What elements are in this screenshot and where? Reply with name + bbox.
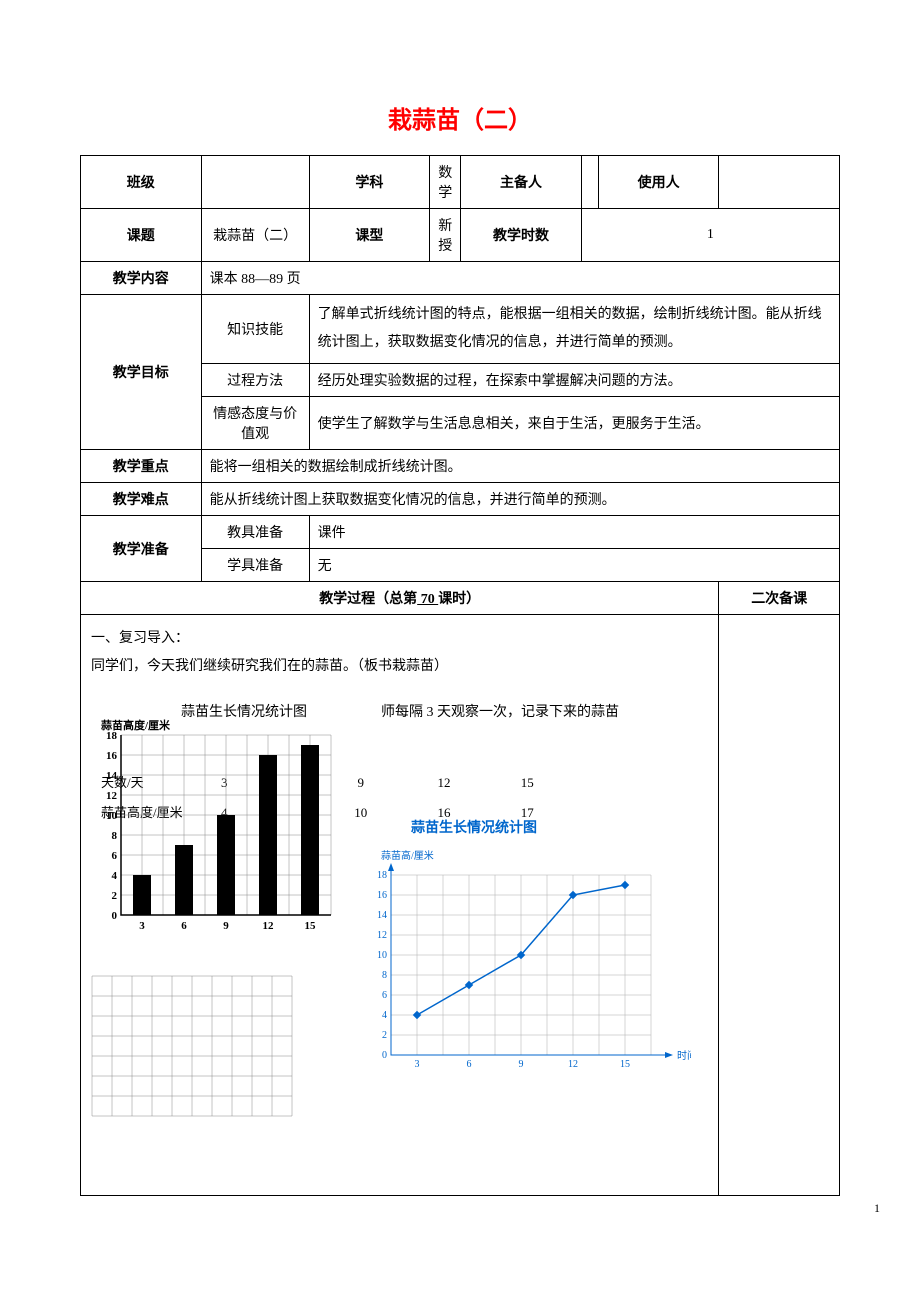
content-value: 课本 88—89 页 <box>201 262 839 295</box>
class-value <box>201 156 309 209</box>
svg-text:9: 9 <box>519 1059 524 1070</box>
svg-text:4: 4 <box>382 1010 387 1021</box>
svg-text:3: 3 <box>139 920 145 932</box>
svg-text:12: 12 <box>263 920 275 932</box>
svg-text:18: 18 <box>377 870 387 881</box>
goals-label: 教学目标 <box>81 295 202 450</box>
svg-text:15: 15 <box>305 920 317 932</box>
content-label: 教学内容 <box>81 262 202 295</box>
hours-value: 1 <box>581 209 839 262</box>
prep-label: 教学准备 <box>81 516 202 582</box>
process-value: 经历处理实验数据的过程，在探索中掌握解决问题的方法。 <box>309 364 839 397</box>
line-chart: 0 2 4 6 8 10 12 14 16 18 3 6 9 12 15 蒜苗高/厘米时间/天 <box>351 835 691 1106</box>
days-val-4: 15 <box>487 770 567 796</box>
svg-text:10: 10 <box>377 950 387 961</box>
lesson-body: 一、复习导入： 同学们，今天我们继续研究我们在的蒜苗。（板书栽蒜苗） 蒜苗生长情… <box>81 615 718 1195</box>
user-value <box>719 156 840 209</box>
svg-text:6: 6 <box>112 850 118 862</box>
affect-value: 使学生了解数学与生活息息相关，来自于生活，更服务于生活。 <box>309 397 839 450</box>
days-val-3: 12 <box>404 770 484 796</box>
svg-text:蒜苗高/厘米: 蒜苗高/厘米 <box>381 849 434 862</box>
topic-label: 课题 <box>81 209 202 262</box>
author-label: 主备人 <box>461 156 582 209</box>
svg-text:2: 2 <box>112 890 118 902</box>
svg-text:8: 8 <box>112 830 118 842</box>
svg-text:14: 14 <box>106 770 118 782</box>
svg-text:14: 14 <box>377 910 387 921</box>
bar-chart: 0246810121416183691215蒜苗高度/厘米 <box>81 715 341 956</box>
body-line2-fragment: 师每隔 3 天观察一次，记录下来的蒜苗 <box>381 699 619 727</box>
svg-text:12: 12 <box>106 790 118 802</box>
svg-text:蒜苗高度/厘米: 蒜苗高度/厘米 <box>101 718 171 732</box>
svg-text:9: 9 <box>223 920 229 932</box>
page-number: 1 <box>874 1201 880 1216</box>
keypoint-label: 教学重点 <box>81 450 202 483</box>
difficulty-label: 教学难点 <box>81 483 202 516</box>
revise-label: 二次备课 <box>719 582 840 615</box>
type-label: 课型 <box>309 209 430 262</box>
svg-text:时间/天: 时间/天 <box>677 1049 691 1062</box>
teacher-prep-value: 课件 <box>309 516 839 549</box>
process-prefix: 教学过程（总第 <box>319 592 417 607</box>
author-value <box>581 156 598 209</box>
process-num: 70 <box>417 592 438 607</box>
svg-text:4: 4 <box>112 870 118 882</box>
process-suffix: 课时） <box>438 592 480 607</box>
class-label: 班级 <box>81 156 202 209</box>
teacher-prep-label: 教具准备 <box>201 516 309 549</box>
knowledge-value: 了解单式折线统计图的特点，能根据一组相关的数据，绘制折线统计图。能从折线统计图上… <box>309 295 839 364</box>
svg-text:0: 0 <box>112 910 118 922</box>
svg-text:8: 8 <box>382 970 387 981</box>
subject-value: 数学 <box>430 156 461 209</box>
process-label: 过程方法 <box>201 364 309 397</box>
svg-text:6: 6 <box>382 990 387 1001</box>
type-value: 新授 <box>430 209 461 262</box>
affect-label: 情感态度与价值观 <box>201 397 309 450</box>
svg-text:2: 2 <box>382 1030 387 1041</box>
student-prep-value: 无 <box>309 549 839 582</box>
svg-text:16: 16 <box>106 750 118 762</box>
keypoint-value: 能将一组相关的数据绘制成折线统计图。 <box>201 450 839 483</box>
svg-text:6: 6 <box>467 1059 472 1070</box>
svg-text:16: 16 <box>377 890 387 901</box>
knowledge-label: 知识技能 <box>201 295 309 364</box>
lesson-plan-table: 班级 学科 数学 主备人 使用人 课题 栽蒜苗（二） 课型 新授 教学时数 1 … <box>80 155 840 1196</box>
svg-text:6: 6 <box>181 920 187 932</box>
svg-text:12: 12 <box>377 930 387 941</box>
svg-text:15: 15 <box>620 1059 630 1070</box>
hours-label: 教学时数 <box>461 209 582 262</box>
svg-text:0: 0 <box>382 1050 387 1061</box>
body-line1: 同学们，今天我们继续研究我们在的蒜苗。（板书栽蒜苗） <box>91 653 708 681</box>
section1-heading: 一、复习导入： <box>91 625 708 653</box>
topic-value: 栽蒜苗（二） <box>201 209 309 262</box>
svg-text:12: 12 <box>568 1059 578 1070</box>
user-label: 使用人 <box>598 156 719 209</box>
difficulty-value: 能从折线统计图上获取数据变化情况的信息，并进行简单的预测。 <box>201 483 839 516</box>
blank-grid <box>91 975 293 1128</box>
process-header: 教学过程（总第 70 课时） <box>81 582 719 615</box>
revise-column <box>719 615 840 1196</box>
subject-label: 学科 <box>309 156 430 209</box>
student-prep-label: 学具准备 <box>201 549 309 582</box>
svg-text:3: 3 <box>415 1059 420 1070</box>
page-title: 栽蒜苗（二） <box>80 100 840 135</box>
svg-text:10: 10 <box>106 810 118 822</box>
